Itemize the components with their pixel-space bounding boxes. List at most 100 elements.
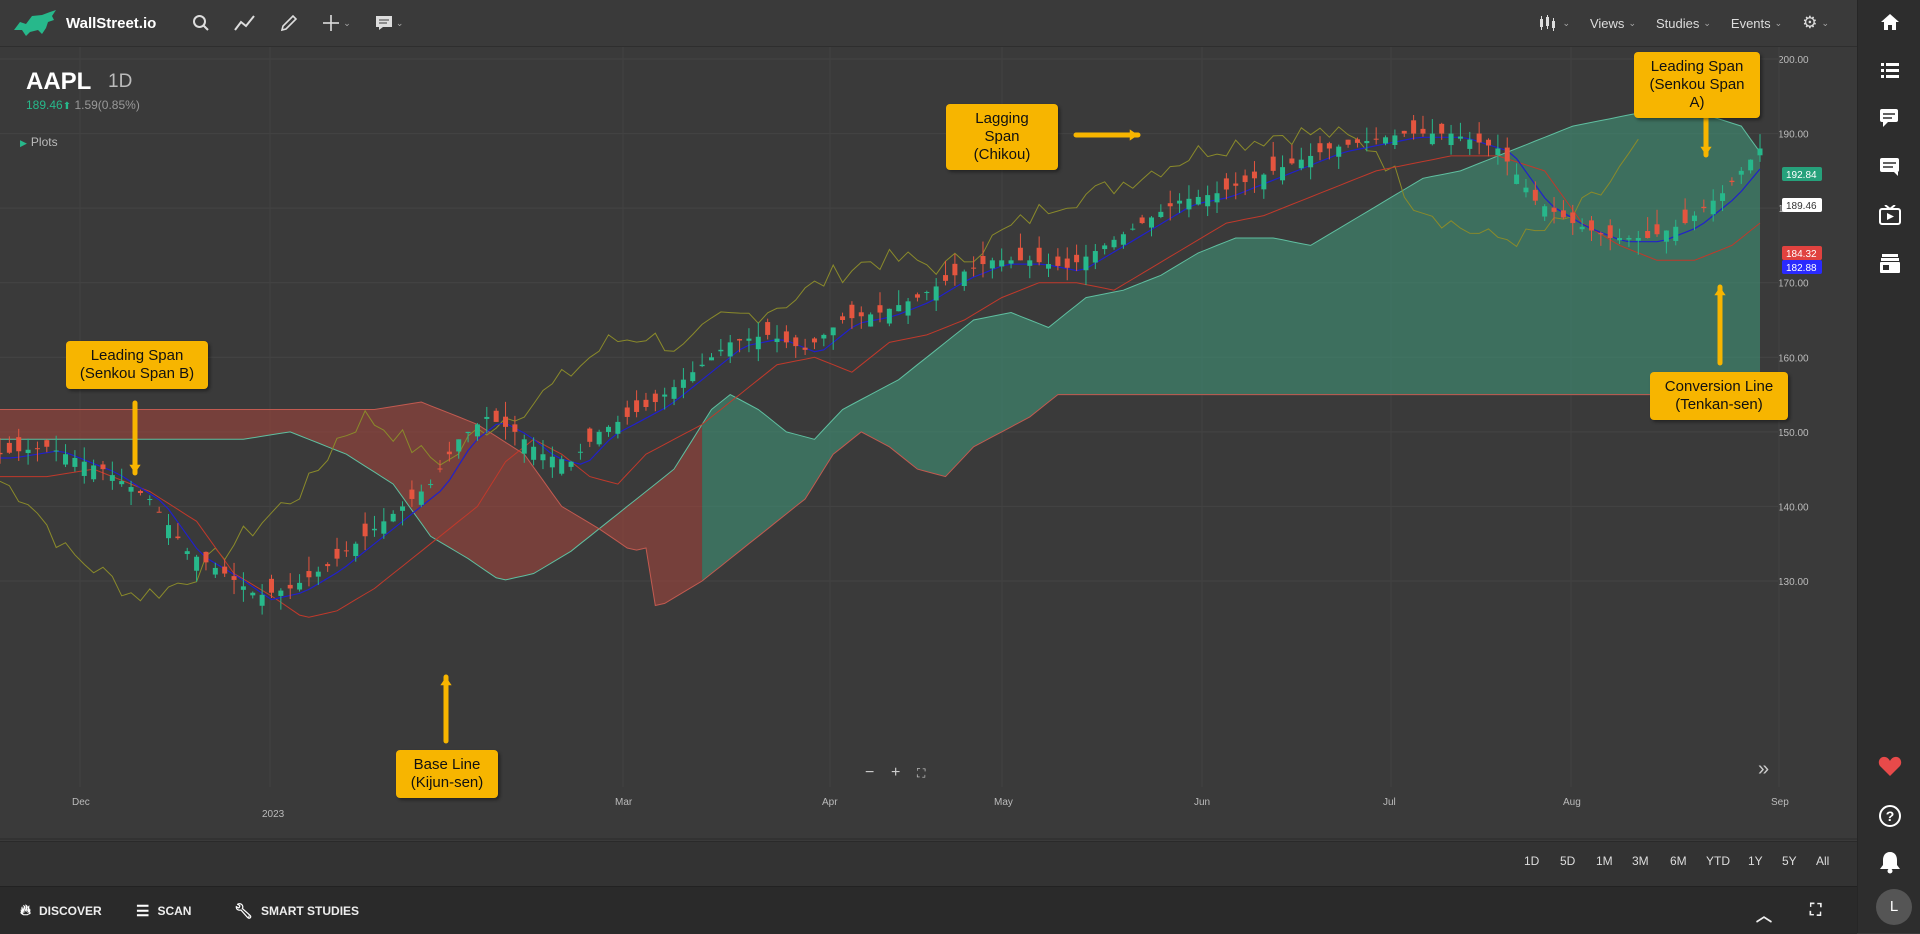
candle-body: [1429, 133, 1435, 145]
zoom-in-button[interactable]: +: [891, 764, 901, 781]
candle-body: [737, 339, 743, 341]
candle-body: [540, 454, 546, 461]
candle-body: [231, 576, 237, 580]
svg-text:?: ?: [1885, 808, 1894, 824]
candle-body: [989, 260, 995, 269]
fullscreen-icon[interactable]: ⛶: [1810, 902, 1822, 919]
candle-body: [1158, 211, 1164, 218]
candle-body: [1074, 254, 1080, 263]
arrow-leading-span-b-head: [129, 464, 141, 473]
video-icon[interactable]: [1858, 204, 1920, 231]
avatar[interactable]: L: [1876, 889, 1912, 925]
candle-body: [465, 431, 471, 434]
price-tag-label: 192.84: [1786, 170, 1817, 181]
candle-body: [1111, 239, 1117, 248]
range-6m[interactable]: 6M: [1670, 854, 1687, 868]
candle-body: [830, 327, 836, 336]
discover-button[interactable]: 🔥︎ DISCOVER: [20, 902, 102, 919]
annotation-line1: Base Line: [413, 756, 481, 773]
price-tag-label: 184.32: [1786, 249, 1817, 260]
crosshair-icon[interactable]: ⌄: [322, 14, 351, 32]
chat-icon[interactable]: [1858, 108, 1920, 134]
candle-body: [1055, 256, 1061, 266]
range-all[interactable]: All: [1816, 854, 1830, 868]
comment-icon[interactable]: ⌄: [375, 15, 403, 31]
home-icon[interactable]: [1858, 12, 1920, 38]
fullscreen-chart-icon[interactable]: ⛶: [917, 766, 926, 780]
candle-body: [1392, 135, 1398, 146]
range-5y[interactable]: 5Y: [1782, 854, 1797, 868]
top-toolbar: WallStreet.io ⌄ ⌄ ⌄ Views ⌄ Studies ⌄ Even…: [0, 0, 1857, 47]
scroll-to-end-icon[interactable]: »: [1758, 758, 1770, 780]
views-label: Views: [1589, 15, 1625, 31]
candle-body: [1130, 228, 1136, 230]
annotation-line2: (Senkou Span A): [1649, 76, 1745, 111]
x-tick-label: Mar: [615, 797, 633, 808]
range-1y[interactable]: 1Y: [1748, 854, 1763, 868]
candle-body: [1083, 256, 1089, 271]
scan-icon: ☰: [136, 903, 150, 920]
settings-button[interactable]: ⚙ ⌄: [1802, 13, 1829, 33]
candle-body: [1167, 203, 1173, 207]
news-icon[interactable]: [1858, 254, 1920, 280]
chart-interval[interactable]: 1D: [108, 71, 133, 92]
logo[interactable]: WallStreet.io: [12, 8, 156, 38]
candle-body: [690, 372, 696, 382]
range-1d[interactable]: 1D: [1524, 854, 1540, 868]
range-1m[interactable]: 1M: [1596, 854, 1613, 868]
candle-body: [1205, 195, 1211, 207]
candle-body: [1495, 148, 1501, 156]
annotation-line2: (Chikou): [973, 146, 1031, 163]
candle-body: [615, 421, 621, 434]
help-icon[interactable]: ?: [1858, 804, 1920, 834]
candle-body: [81, 461, 87, 476]
chart-type-button[interactable]: ⌄: [1538, 15, 1570, 31]
last-price: 189.46: [26, 98, 63, 112]
pencil-icon[interactable]: [280, 14, 298, 32]
candle-body: [1532, 189, 1538, 201]
candle-body: [896, 305, 902, 312]
candle-body: [1036, 247, 1042, 263]
bell-icon[interactable]: [1858, 850, 1920, 880]
x-tick-label: Jul: [1383, 797, 1396, 808]
zoom-out-button[interactable]: −: [865, 764, 875, 781]
candle-body: [0, 452, 3, 455]
candle-body: [194, 556, 200, 571]
candle-body: [1701, 206, 1707, 209]
ticker-symbol: AAPL: [26, 68, 92, 95]
candle-body: [1729, 180, 1735, 183]
candle-body: [1046, 264, 1052, 269]
candle-body: [334, 548, 340, 559]
senkou-span-a-line: [0, 110, 1761, 581]
annotation-leading-span-b: Leading Span (Senkou Span B): [66, 341, 208, 389]
chevron-down-icon: ⌄: [343, 17, 351, 28]
smart-studies-button[interactable]: 🔧︎ SMART STUDIES: [234, 902, 359, 920]
range-5d[interactable]: 5D: [1560, 854, 1576, 868]
message-icon[interactable]: [1858, 157, 1920, 183]
price-chart[interactable]: 200.00190.00180.00170.00160.00150.00140.…: [0, 47, 1857, 841]
candle-body: [1635, 237, 1641, 241]
candle-body: [699, 364, 705, 367]
search-icon[interactable]: [192, 14, 210, 32]
candle-body: [44, 440, 50, 447]
bull-logo-icon: [14, 10, 56, 36]
candle-body: [6, 442, 12, 453]
views-menu[interactable]: Views ⌄: [1590, 16, 1636, 31]
candle-body: [1720, 193, 1726, 201]
x-tick-label: Jun: [1194, 797, 1210, 808]
range-ytd[interactable]: YTD: [1706, 854, 1730, 868]
range-3m[interactable]: 3M: [1632, 854, 1649, 868]
plots-label: Plots: [30, 135, 58, 149]
events-menu[interactable]: Events ⌄: [1731, 16, 1782, 31]
candle-body: [493, 410, 499, 422]
plots-toggle[interactable]: ▶ Plots: [20, 135, 58, 149]
candle-body: [1261, 174, 1267, 190]
studies-menu[interactable]: Studies ⌄: [1656, 16, 1711, 31]
expand-panel-icon[interactable]: ︿: [1756, 908, 1773, 925]
scan-button[interactable]: ☰ SCAN: [136, 902, 191, 920]
candle-body: [680, 379, 686, 388]
trend-line-icon[interactable]: [234, 14, 256, 32]
list-icon[interactable]: [1858, 61, 1920, 85]
candle-body: [371, 528, 377, 531]
heart-icon[interactable]: [1858, 755, 1920, 783]
